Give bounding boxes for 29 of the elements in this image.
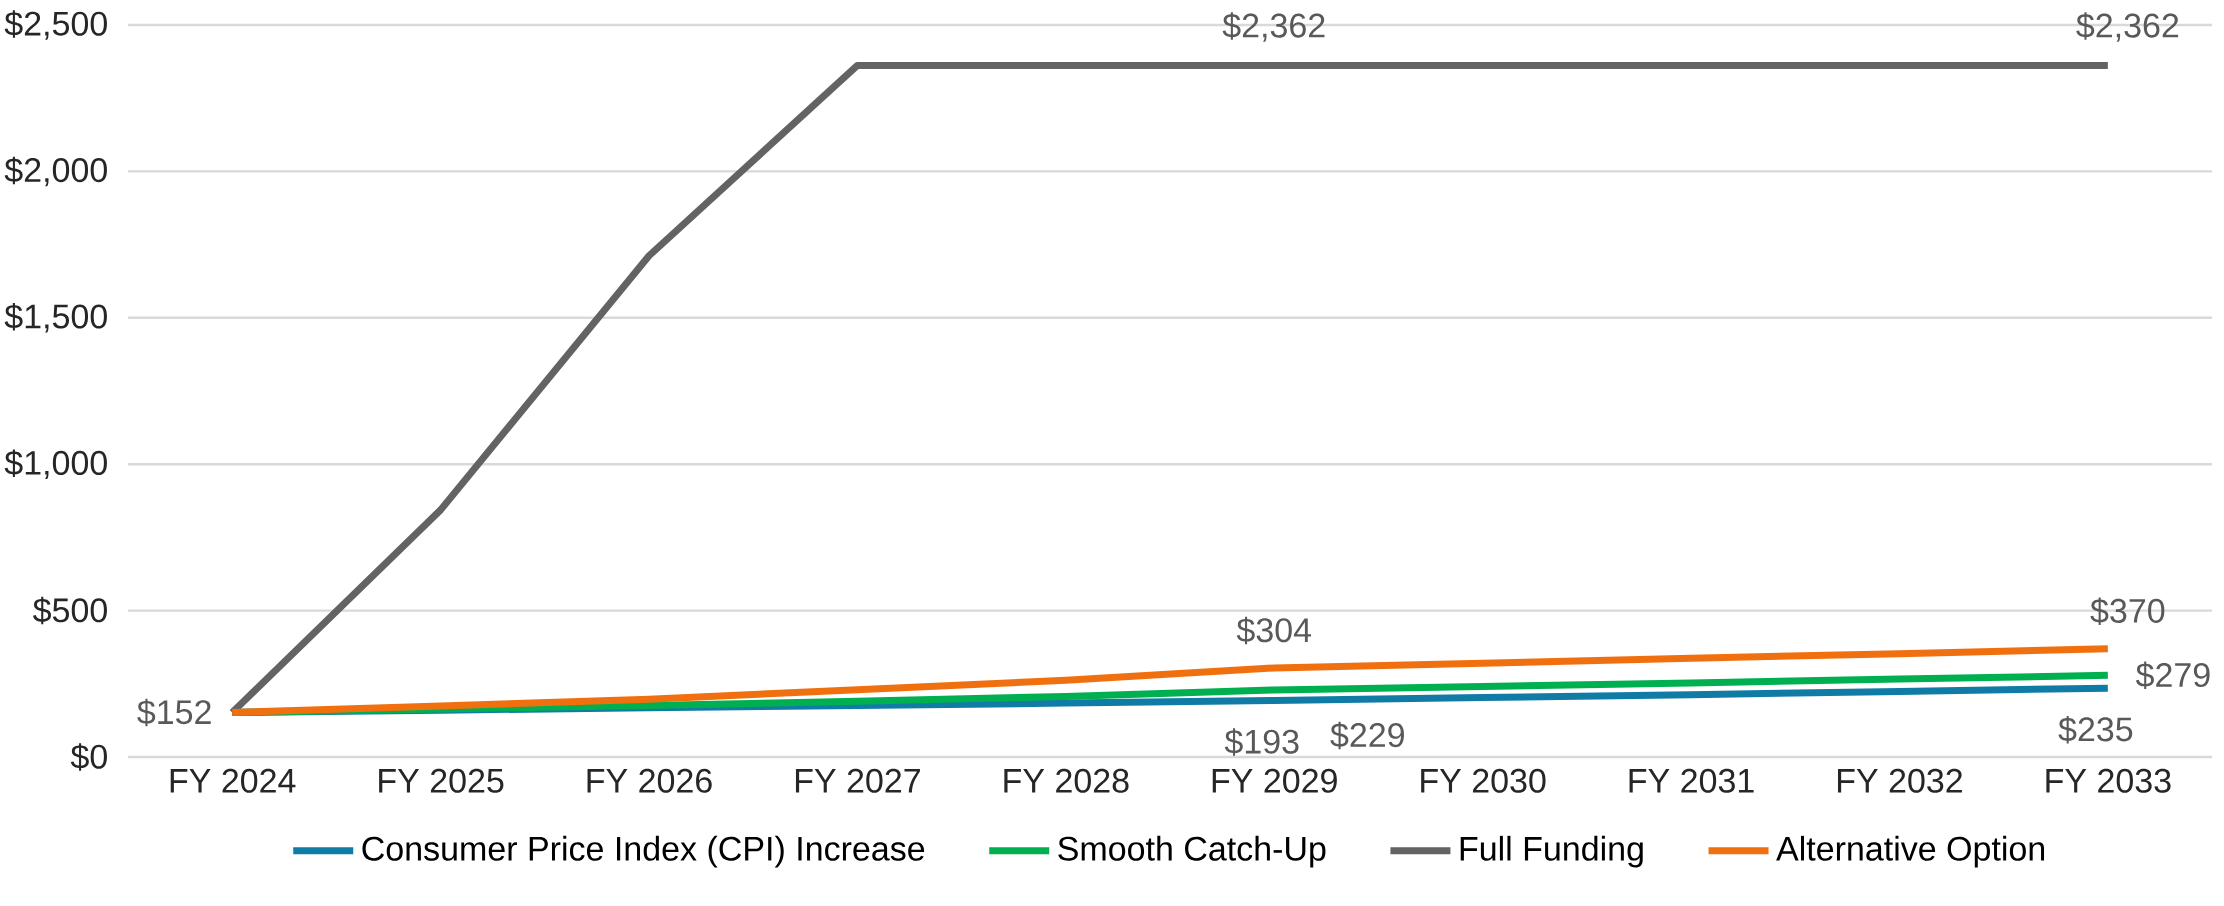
- data-label: $370: [2090, 597, 2165, 625]
- y-tick-label: $1,000: [4, 449, 107, 479]
- y-tick-label: $500: [33, 596, 107, 625]
- x-tick-label: FY 2024: [170, 768, 296, 793]
- x-tick-label: FY 2032: [1837, 768, 1962, 793]
- data-label: $279: [2135, 661, 2210, 690]
- x-tick-label: FY 2025: [379, 768, 504, 793]
- legend-label: Alternative Option: [1776, 835, 2045, 868]
- data-label: $235: [2058, 715, 2133, 744]
- data-label: $2,362: [1222, 12, 1325, 42]
- x-tick-label: FY 2028: [1004, 768, 1129, 793]
- data-label: $193: [1224, 728, 1299, 756]
- data-label: $152: [137, 698, 211, 727]
- x-tick-label: FY 2030: [1421, 768, 1546, 793]
- data-label: $229: [1330, 721, 1404, 750]
- y-tick-label: $1,500: [4, 303, 107, 333]
- legend-label: Consumer Price Index (CPI) Increase: [362, 835, 925, 868]
- x-tick-label: FY 2029: [1212, 768, 1337, 793]
- y-tick-label: $0: [70, 743, 107, 771]
- y-tick-label: $2,000: [4, 156, 107, 187]
- data-label: $304: [1236, 616, 1312, 645]
- x-tick-label: FY 2027: [795, 768, 920, 793]
- x-tick-label: FY 2031: [1629, 768, 1754, 793]
- x-tick-label: FY 2026: [587, 768, 712, 793]
- legend-label: Smooth Catch-Up: [1058, 835, 1326, 868]
- data-label: $2,362: [2076, 12, 2179, 42]
- y-tick-label: $2,500: [4, 10, 107, 40]
- x-tick-label: FY 2033: [2046, 768, 2171, 793]
- legend-label: Full Funding: [1460, 835, 1643, 868]
